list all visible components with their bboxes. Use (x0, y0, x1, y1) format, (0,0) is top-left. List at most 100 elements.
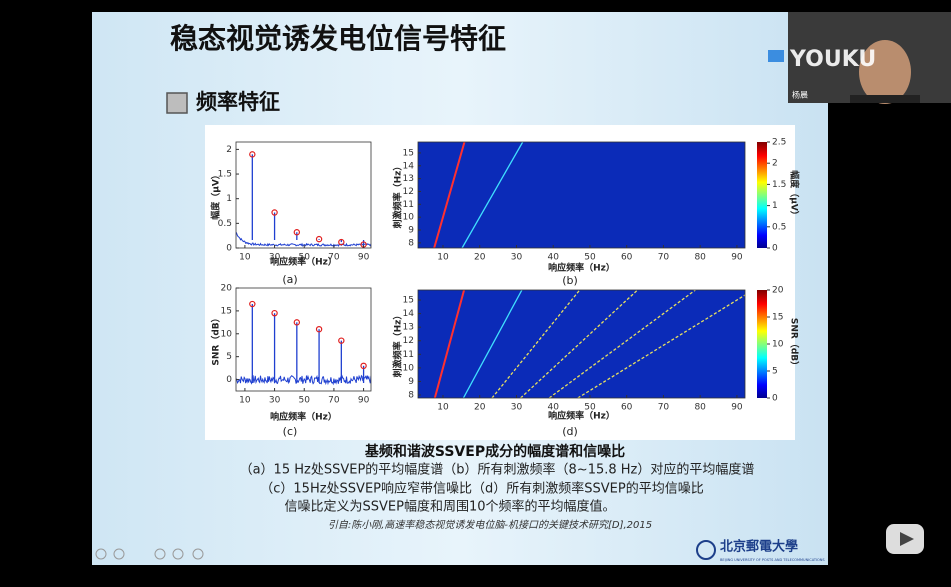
harmonic-line (461, 142, 524, 248)
y-tick-label: 13 (403, 323, 414, 333)
harmonic-line (433, 142, 466, 248)
x-tick-label: 30 (269, 396, 281, 406)
y-tick-label: 11 (403, 350, 414, 360)
axes-box (417, 289, 746, 399)
y-tick-label: 15 (403, 296, 414, 306)
x-tick-label: 10 (437, 403, 449, 413)
panel-label: (d) (562, 425, 578, 438)
x-tick-label: 20 (474, 253, 486, 263)
colorbar-label: 幅度（μV） (789, 170, 801, 220)
x-tick-label: 20 (474, 403, 486, 413)
control[interactable] (192, 548, 204, 560)
harmonic-line (462, 290, 523, 398)
control[interactable] (113, 548, 125, 560)
player-controls (95, 548, 204, 560)
citation: 引自:陈小刚,高速率稳态视觉诱发电位脑-机接口的关键技术研究[D],2015 (328, 519, 652, 531)
y-tick-label: 0 (226, 375, 232, 385)
slide-title: 稳态视觉诱发电位信号特征 (170, 22, 506, 55)
x-tick-label: 60 (621, 253, 633, 263)
colorbar-tick-label: 0 (772, 244, 778, 254)
noise-trace (236, 231, 371, 247)
caption-title: 基频和谐波SSVEP成分的幅度谱和信噪比 (365, 443, 625, 460)
y-tick-label: 10 (403, 363, 415, 373)
peak-marker (249, 151, 256, 158)
harmonic-line (520, 290, 639, 398)
panel-label: (a) (282, 273, 297, 286)
y-tick-label: 1 (226, 194, 232, 204)
x-tick-label: 70 (658, 253, 670, 263)
colorbar-tick-label: 2 (772, 159, 778, 169)
axes-box (417, 141, 746, 249)
logo: 北京郵電大學 (720, 539, 798, 555)
y-tick-label: 11 (403, 200, 414, 210)
y-axis-label: SNR（dB） (211, 313, 222, 365)
x-tick-label: 70 (328, 253, 340, 263)
webcam-face (859, 40, 911, 104)
x-tick-label: 90 (358, 396, 370, 406)
colorbar-tick-label: 1.5 (772, 180, 786, 190)
colorbar-tick-label: 1 (772, 201, 778, 211)
peak-marker (271, 209, 278, 216)
x-tick-label: 10 (239, 253, 251, 263)
y-tick-label: 14 (403, 161, 415, 171)
peak-marker (249, 300, 256, 308)
x-tick-label: 40 (547, 403, 559, 413)
control[interactable] (95, 548, 107, 560)
axes-box (235, 141, 372, 249)
y-axis-label: 幅度（μV） (210, 170, 222, 220)
y-tick-label: 9 (408, 226, 414, 236)
player-logo-play (900, 532, 914, 546)
y-axis-label: 刺激频率（Hz） (392, 311, 404, 379)
y-tick-label: 20 (221, 284, 233, 294)
x-axis-label: 响应频率（Hz） (548, 262, 615, 274)
x-tick-label: 50 (584, 403, 596, 413)
y-tick-label: 8 (408, 238, 414, 248)
x-tick-label: 50 (299, 396, 311, 406)
x-tick-label: 30 (269, 253, 281, 263)
y-tick-label: 8 (408, 391, 414, 401)
harmonic-line (548, 290, 696, 398)
x-tick-label: 10 (239, 396, 251, 406)
heatmap-bg (418, 142, 745, 248)
section-title: 频率特征 (196, 90, 280, 114)
webcam-body (850, 95, 920, 103)
x-tick-label: 50 (299, 253, 311, 263)
y-tick-label: 13 (403, 174, 414, 184)
y-axis-label: 刺激频率（Hz） (392, 162, 404, 230)
marker (768, 50, 784, 62)
logo-emblem (696, 540, 716, 560)
y-tick-label: 14 (403, 309, 415, 319)
logo-sub: BEIJING UNIVERSITY OF POSTS AND TELECOMM… (720, 558, 825, 562)
x-tick-label: 90 (358, 253, 370, 263)
colorbar-tick-label: 0.5 (772, 222, 786, 232)
colorbar-tick-label: 5 (772, 367, 778, 377)
y-tick-label: 9 (408, 377, 414, 387)
colorbar-tick-label: 2.5 (772, 138, 786, 148)
x-tick-label: 40 (547, 253, 559, 263)
peak-marker (293, 319, 301, 326)
colorbar-tick-label: 0 (772, 394, 778, 404)
presenter-name: 杨晨 (792, 90, 808, 100)
peak-marker (315, 235, 323, 243)
y-tick-label: 12 (403, 336, 414, 346)
panel-label: (b) (562, 274, 578, 287)
colorbar (757, 290, 767, 398)
y-tick-label: 1.5 (218, 170, 232, 180)
x-tick-label: 70 (658, 403, 670, 413)
control[interactable] (154, 548, 166, 560)
axes-box (235, 287, 372, 392)
y-tick-label: 15 (221, 306, 232, 316)
y-tick-label: 10 (403, 213, 415, 223)
x-tick-label: 60 (621, 403, 633, 413)
player-logo[interactable] (886, 524, 924, 554)
x-tick-label: 80 (694, 403, 706, 413)
harmonic-line (433, 290, 466, 398)
colorbar-tick-label: 10 (772, 340, 784, 350)
harmonic-line (491, 290, 581, 398)
colorbar-tick-label: 20 (772, 286, 784, 296)
peak-marker (315, 326, 323, 333)
control[interactable] (172, 548, 184, 560)
x-axis-label: 响应频率（Hz） (270, 256, 337, 268)
peak-marker (293, 229, 301, 236)
